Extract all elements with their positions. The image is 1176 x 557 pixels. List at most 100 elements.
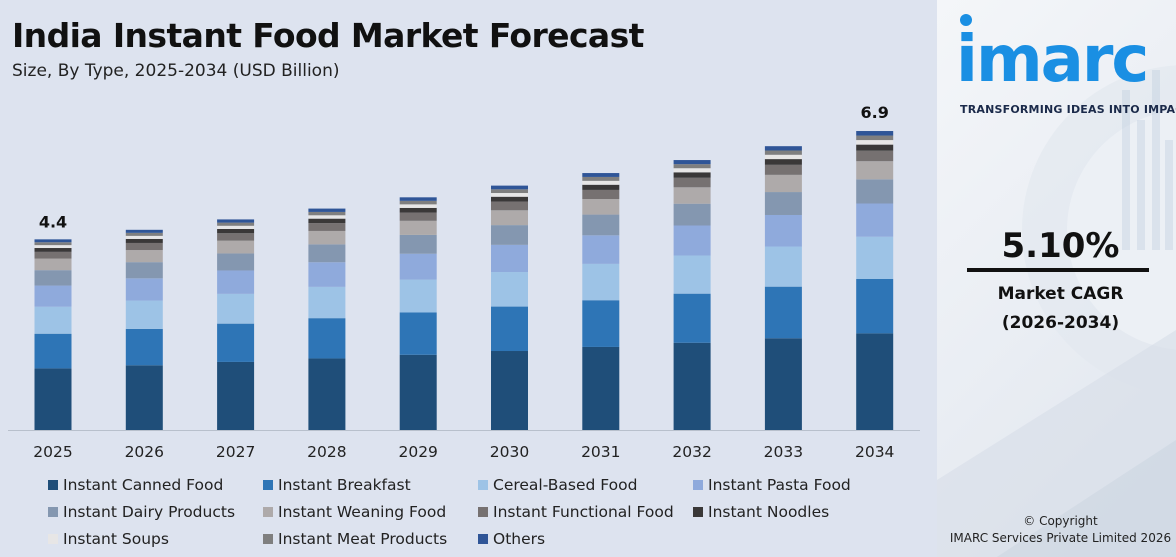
bar-segment <box>34 245 72 249</box>
bar-segment <box>764 192 802 215</box>
bar-segment <box>399 212 437 221</box>
bar-segment <box>673 168 711 173</box>
bar-segment <box>399 312 437 355</box>
bar-segment <box>399 253 437 280</box>
bar-segment <box>764 159 802 165</box>
x-tick-label: 2028 <box>307 443 346 461</box>
bar-segment <box>217 219 255 223</box>
bar-segment <box>582 235 620 264</box>
legend-label: Instant Canned Food <box>63 476 224 494</box>
x-tick-label: 2027 <box>216 443 255 461</box>
legend-swatch <box>263 480 273 490</box>
bar-segment <box>125 278 163 301</box>
bar-segment <box>856 150 894 162</box>
bar-segment <box>308 223 346 231</box>
bar-segment <box>217 240 255 254</box>
cagr-value: 5.10% <box>1001 226 1120 266</box>
bar-segment <box>125 250 163 263</box>
total-data-label: 4.4 <box>39 212 67 231</box>
bar-segment <box>217 233 255 241</box>
legend-swatch <box>478 480 488 490</box>
bar-segment <box>491 210 528 226</box>
bar-segment <box>399 234 437 254</box>
legend-swatch <box>693 480 703 490</box>
bar-segment <box>673 225 711 256</box>
legend-swatch <box>478 534 488 544</box>
bar-segment <box>764 214 802 247</box>
bar-segment <box>34 306 72 334</box>
bar-segment <box>764 246 802 287</box>
bar-segment <box>582 214 620 236</box>
legend-item: Instant Functional Food <box>478 503 674 521</box>
bar-segment <box>217 253 255 271</box>
bar-segment <box>673 172 711 178</box>
x-tick-label: 2026 <box>125 443 164 461</box>
bar-segment <box>491 193 528 197</box>
logo-tagline: TRANSFORMING IDEAS INTO IMPACT <box>960 103 1176 116</box>
bar-segment <box>856 203 894 237</box>
bar-segment <box>125 229 163 233</box>
legend-item: Instant Breakfast <box>263 476 411 494</box>
x-tick-label: 2034 <box>855 443 894 461</box>
legend-item: Instant Weaning Food <box>263 503 446 521</box>
bar-segment <box>125 238 163 243</box>
legend-label: Cereal-Based Food <box>493 476 638 494</box>
bar-segment <box>582 184 620 190</box>
bar-segment <box>308 286 346 319</box>
bar-segment <box>308 358 346 430</box>
background-decoration <box>937 65 1176 557</box>
legend-swatch <box>478 507 488 517</box>
legend-swatch <box>263 534 273 544</box>
legend-label: Instant Weaning Food <box>278 503 447 521</box>
bar-segment <box>308 211 346 216</box>
bar-stack-2034 <box>856 131 894 430</box>
bar-segment <box>856 333 894 430</box>
bar-segment <box>308 262 346 287</box>
bar-segment <box>764 164 802 175</box>
bar-segment <box>34 258 72 271</box>
bar-segment <box>34 239 72 243</box>
bar-segment <box>125 262 163 279</box>
bar-segment <box>34 285 72 307</box>
bar-stack-2029 <box>399 197 437 430</box>
bar-segment <box>491 351 528 430</box>
bar-segment <box>217 270 255 294</box>
legend-swatch <box>48 507 58 517</box>
legend-item: Cereal-Based Food <box>478 476 637 494</box>
bar-stack-2028 <box>308 208 346 430</box>
cagr-divider <box>967 268 1149 272</box>
bar-segment <box>125 328 163 366</box>
bar-segment <box>764 146 802 151</box>
bar-segment <box>399 279 437 313</box>
bar-segment <box>673 160 711 165</box>
legend-item: Others <box>478 530 545 548</box>
bar-stack-2030 <box>491 185 528 430</box>
bar-segment <box>764 174 802 193</box>
x-tick-label: 2030 <box>490 443 529 461</box>
bar-segment <box>764 338 802 430</box>
legend-label: Instant Pasta Food <box>708 476 851 494</box>
bar-segment <box>582 176 620 181</box>
bar-segment <box>856 140 894 145</box>
x-tick-label: 2031 <box>581 443 620 461</box>
legend-item: Instant Soups <box>48 530 169 548</box>
bar-segment <box>582 180 620 185</box>
bar-segment <box>34 333 72 369</box>
chart-subtitle: Size, By Type, 2025-2034 (USD Billion) <box>12 61 340 81</box>
bar-segment <box>673 187 711 204</box>
bar-segment <box>673 164 711 169</box>
bar-stack-2031 <box>582 173 620 430</box>
bar-segment <box>582 173 620 177</box>
legend-label: Instant Breakfast <box>278 476 411 494</box>
bar-segment <box>308 230 346 245</box>
bar-segment <box>764 154 802 160</box>
bar-segment <box>673 255 711 294</box>
imarc-logo: imarc TRANSFORMING IDEAS INTO IMPACT <box>947 10 1176 116</box>
x-tick-label: 2032 <box>672 443 711 461</box>
bar-segment <box>673 203 711 226</box>
bar-segment <box>308 218 346 224</box>
bar-segment <box>856 135 894 141</box>
legend-label: Others <box>493 530 546 548</box>
legend-item: Instant Meat Products <box>263 530 447 548</box>
legend-label: Instant Functional Food <box>493 503 674 521</box>
